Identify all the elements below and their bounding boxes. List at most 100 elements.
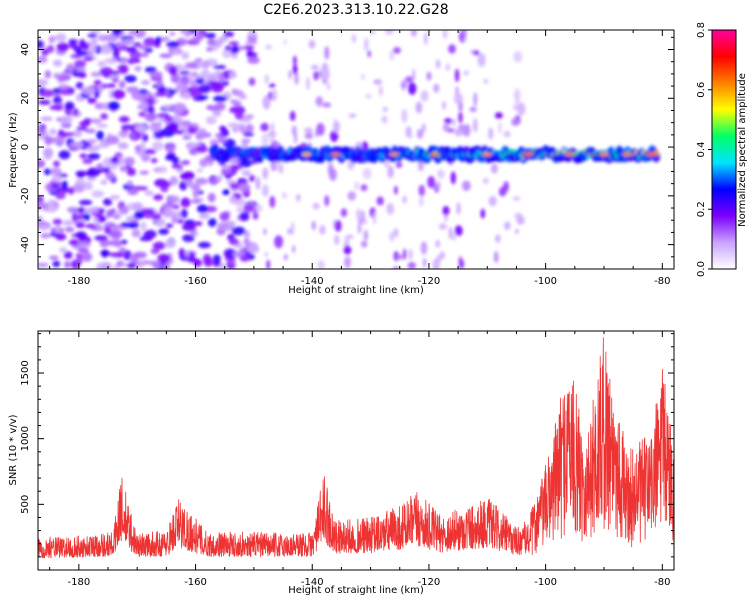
x-tick-label: -80: [654, 276, 670, 287]
heatmap-cell: [488, 195, 497, 207]
heatmap-cell: [180, 197, 191, 208]
heatmap-cell: [143, 212, 157, 219]
heatmap-cell: [218, 73, 225, 84]
heatmap-cell: [494, 112, 503, 119]
heatmap-cell: [188, 88, 203, 99]
heatmap-cell: [454, 92, 463, 105]
heatmap-cell: [283, 254, 288, 261]
heatmap-cell: [197, 190, 204, 195]
heatmap-cell: [304, 127, 313, 134]
heatmap-cell: [351, 34, 357, 43]
heatmap-cell: [152, 241, 166, 250]
snr-x-label: Height of straight line (km): [288, 585, 424, 596]
heatmap-cell: [180, 75, 189, 83]
heatmap-cell: [458, 111, 463, 124]
heatmap-cell: [344, 256, 351, 269]
heatmap-cell: [407, 262, 416, 269]
heatmap-cell: [133, 251, 148, 259]
heatmap-cell: [238, 183, 251, 193]
heatmap-cell: [59, 247, 67, 253]
snr-x-axis: -180 -160 -140 -120 -100 -80: [49, 331, 671, 588]
heatmap-cell: [196, 204, 208, 214]
heatmap-cell: [393, 47, 401, 54]
y-tick-label: 40: [20, 43, 31, 56]
heatmap-cell: [207, 218, 217, 227]
spectrogram-panel: -180 -160 -140 -120 -100 -80 -40 -20 0 20 40 Heig…: [8, 29, 675, 296]
heatmap-cell: [53, 160, 60, 167]
heatmap-cell: [58, 75, 72, 81]
heatmap-cell: [188, 251, 196, 261]
heatmap-cell: [364, 37, 369, 52]
heatmap-cell: [320, 69, 330, 80]
x-tick-label: -160: [184, 577, 207, 588]
heatmap-cell: [365, 94, 372, 99]
heatmap-cell: [82, 158, 93, 164]
heatmap-cell: [85, 128, 96, 134]
heatmap-cell: [261, 133, 269, 147]
colorbar-axis: 0.0 0.2 0.4 0.6 0.8: [696, 22, 712, 277]
heatmap-cell: [255, 204, 263, 213]
heatmap-cell: [217, 137, 227, 144]
heatmap-cell: [83, 56, 94, 62]
heatmap-cell: [147, 96, 156, 107]
heatmap-cell: [112, 211, 123, 217]
heatmap-cell: [232, 164, 242, 170]
heatmap-cell: [66, 206, 79, 212]
heatmap-cell: [87, 33, 98, 38]
y-tick-label: 1500: [20, 360, 31, 385]
heatmap-cell: [361, 240, 368, 248]
spectrogram-frame: [37, 29, 675, 270]
heatmap-cell: [205, 116, 217, 125]
heatmap-cell: [255, 176, 261, 190]
heatmap-cell: [150, 76, 163, 82]
heatmap-cell: [194, 32, 204, 41]
heatmap-cell: [81, 208, 95, 214]
heatmap-cell: [38, 200, 45, 210]
heatmap-cell: [245, 123, 254, 133]
heatmap-cell: [243, 132, 254, 137]
heatmap-cell: [482, 152, 493, 157]
heatmap-cell: [152, 261, 162, 269]
heatmap-cell: [260, 122, 269, 132]
y-tick-label: 500: [20, 495, 31, 514]
heatmap-cell: [66, 63, 75, 73]
heatmap-cell: [48, 35, 55, 44]
heatmap-cell: [513, 51, 523, 63]
heatmap-cell: [176, 81, 186, 92]
heatmap-cell: [462, 180, 471, 191]
heatmap-cell: [109, 195, 121, 200]
heatmap-cell: [384, 30, 394, 35]
heatmap-cell: [454, 128, 463, 137]
heatmap-cell: [131, 229, 141, 238]
heatmap-cell: [54, 225, 62, 234]
heatmap-cell: [68, 39, 78, 44]
heatmap-cell: [46, 204, 57, 213]
heatmap-cell: [100, 113, 108, 120]
heatmap-cell: [195, 58, 203, 62]
heatmap-cell: [140, 221, 147, 231]
heatmap-cell: [153, 194, 164, 201]
heatmap-cell: [119, 166, 128, 172]
heatmap-cell: [442, 101, 446, 110]
heatmap-cell: [222, 48, 233, 59]
heatmap-cell: [239, 123, 246, 134]
heatmap-cell: [176, 65, 189, 70]
x-tick-label: -160: [184, 276, 207, 287]
heatmap-cell: [418, 184, 426, 197]
heatmap-cell: [326, 83, 331, 90]
heatmap-cell: [231, 226, 246, 236]
x-tick-label: -140: [301, 276, 324, 287]
heatmap-cell: [295, 194, 301, 202]
heatmap-cell: [437, 169, 445, 179]
heatmap-cell: [106, 83, 116, 89]
heatmap-cell: [388, 152, 399, 157]
heatmap-cell: [490, 163, 498, 174]
heatmap-cell: [58, 150, 71, 160]
y-tick-label: 0: [20, 144, 31, 150]
heatmap-cell: [43, 151, 53, 160]
heatmap-cell: [172, 48, 181, 56]
heatmap-cell: [282, 192, 287, 199]
heatmap-cell: [97, 60, 106, 68]
heatmap-cell: [340, 208, 348, 218]
heatmap-cell: [105, 33, 118, 43]
